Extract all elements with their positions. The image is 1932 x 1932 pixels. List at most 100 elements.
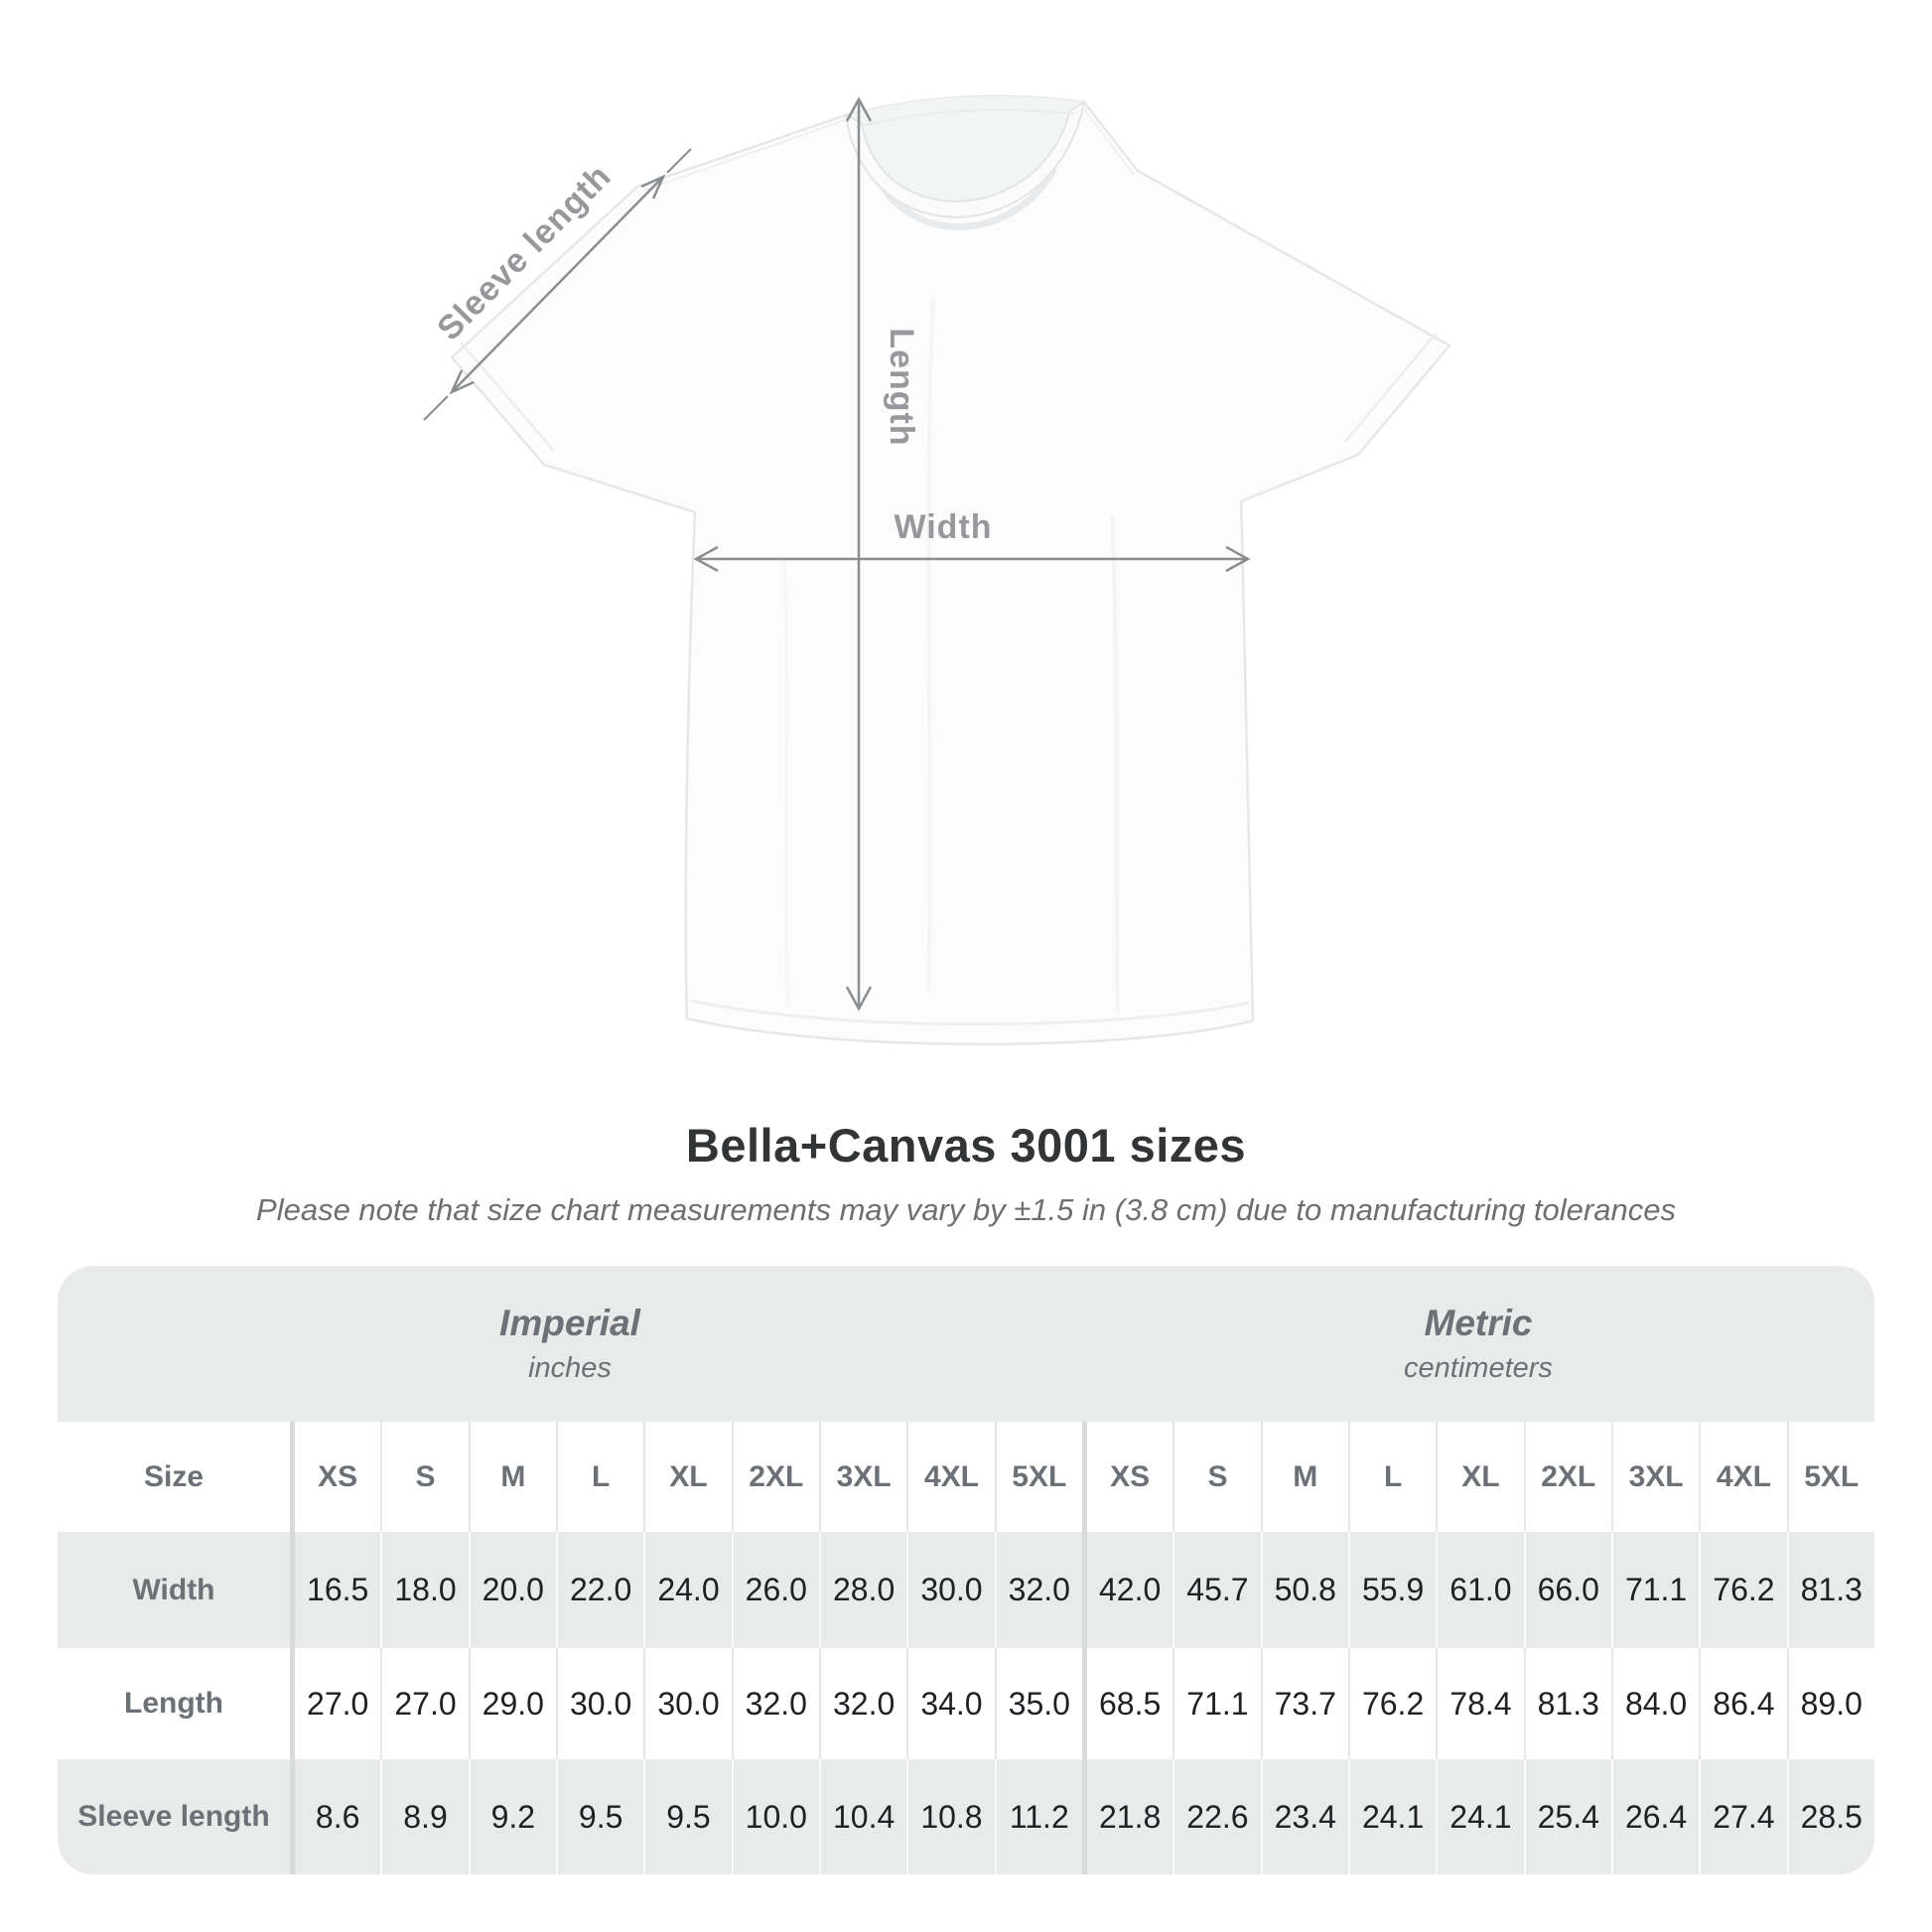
length-label: Length xyxy=(883,328,920,446)
value-cell: 24.0 xyxy=(657,1572,720,1607)
column-separator xyxy=(1436,1422,1439,1532)
collar-back-seam xyxy=(855,108,1075,129)
length-arrow xyxy=(845,96,873,1012)
value-cell: 30.0 xyxy=(920,1572,983,1607)
value-cell: 76.2 xyxy=(1361,1685,1425,1722)
value-cell: 27.0 xyxy=(394,1685,457,1722)
row-label: Sleeve length xyxy=(77,1800,270,1833)
fold-line xyxy=(1110,515,1120,1014)
column-separator xyxy=(1173,1532,1175,1648)
width-arrow xyxy=(693,545,1251,573)
column-separator xyxy=(994,1648,997,1759)
column-separator xyxy=(468,1532,471,1648)
value-cell: 26.0 xyxy=(745,1572,807,1607)
value-cell: 32.0 xyxy=(832,1685,896,1722)
column-divider xyxy=(1081,1648,1087,1759)
value-cell: 9.2 xyxy=(490,1798,536,1835)
size-column-header: 4XL xyxy=(923,1459,979,1493)
column-divider xyxy=(1081,1422,1087,1532)
size-column-header: 3XL xyxy=(836,1459,892,1493)
value-cell: 24.1 xyxy=(1449,1798,1512,1835)
value-cell: 10.4 xyxy=(832,1798,896,1835)
value-cell: 78.4 xyxy=(1449,1685,1512,1722)
size-column-header: L xyxy=(1383,1459,1403,1493)
sleeve-length-arrow xyxy=(423,148,692,421)
value-cell: 89.0 xyxy=(1800,1685,1863,1722)
width-label: Width xyxy=(894,508,992,546)
row-label: Length xyxy=(124,1687,223,1720)
value-cell: 30.0 xyxy=(657,1685,720,1722)
imperial-group-title: Imperial xyxy=(499,1303,640,1343)
row-label: Width xyxy=(132,1573,215,1606)
metric-group-unit: centimeters xyxy=(1404,1352,1553,1384)
column-separator xyxy=(1699,1648,1702,1759)
table-row: Width 16.5 18.0 20.0 22.0 24.0 26.0 28.0 30.0 32.… xyxy=(58,1532,1874,1648)
column-separator xyxy=(1260,1532,1263,1648)
value-cell: 32.0 xyxy=(745,1685,807,1722)
size-column-header: 5XL xyxy=(1012,1459,1067,1493)
column-separator xyxy=(1173,1422,1175,1532)
column-separator xyxy=(818,1532,821,1648)
value-cell: 20.0 xyxy=(482,1572,544,1607)
value-cell: 29.0 xyxy=(482,1685,544,1722)
fold-line xyxy=(926,297,935,994)
column-separator xyxy=(643,1648,646,1759)
column-divider xyxy=(290,1422,295,1532)
column-separator xyxy=(906,1648,909,1759)
column-separator xyxy=(818,1759,821,1874)
column-separator xyxy=(906,1422,909,1532)
imperial-group-unit: inches xyxy=(528,1352,612,1384)
fold-line xyxy=(782,555,790,1009)
value-cell: 27.0 xyxy=(307,1685,369,1722)
value-cell: 21.8 xyxy=(1098,1798,1162,1835)
column-separator xyxy=(555,1422,558,1532)
column-separator xyxy=(380,1648,383,1759)
column-separator xyxy=(1699,1532,1702,1648)
column-separator xyxy=(1347,1532,1350,1648)
size-column-header: M xyxy=(500,1459,526,1493)
value-cell: 84.0 xyxy=(1624,1685,1688,1722)
value-cell: 50.8 xyxy=(1274,1572,1336,1607)
collar-opening xyxy=(846,95,1084,202)
size-column-header: 4XL xyxy=(1716,1459,1771,1493)
value-cell: 26.4 xyxy=(1624,1798,1688,1835)
column-divider xyxy=(1081,1759,1087,1874)
column-separator xyxy=(1699,1422,1702,1532)
metric-group-title: Metric xyxy=(1424,1303,1533,1343)
column-separator xyxy=(1260,1648,1263,1759)
value-cell: 8.9 xyxy=(403,1798,448,1835)
column-separator xyxy=(1347,1648,1350,1759)
column-separator xyxy=(731,1532,734,1648)
value-cell: 76.2 xyxy=(1713,1572,1775,1607)
column-divider xyxy=(1081,1532,1087,1648)
table-row: Size XS S M L XL 2XL 3XL 4XL 5XL XS S M L XL 2XL 3XL 4XL 5… xyxy=(58,1422,1874,1532)
value-cell: 42.0 xyxy=(1098,1572,1162,1607)
column-separator xyxy=(1260,1422,1263,1532)
size-column-header: 2XL xyxy=(1541,1459,1596,1493)
column-divider xyxy=(290,1759,295,1874)
column-separator xyxy=(555,1759,558,1874)
right-cuff-seam xyxy=(1343,333,1437,444)
column-separator xyxy=(1523,1422,1526,1532)
metric-group-header: Metric centimeters xyxy=(1082,1266,1874,1422)
column-separator xyxy=(731,1759,734,1874)
column-separator xyxy=(468,1648,471,1759)
column-separator xyxy=(1786,1422,1789,1532)
right-shoulder-seam xyxy=(1081,105,1135,176)
column-separator xyxy=(1786,1648,1789,1759)
column-separator xyxy=(1610,1422,1613,1532)
column-separator xyxy=(643,1759,646,1874)
value-cell: 71.1 xyxy=(1624,1572,1688,1607)
value-cell: 30.0 xyxy=(570,1685,632,1722)
value-cell: 22.0 xyxy=(570,1572,632,1607)
column-separator xyxy=(1610,1759,1613,1874)
collar-band xyxy=(844,100,1086,218)
column-separator xyxy=(1610,1532,1613,1648)
column-separator xyxy=(555,1532,558,1648)
size-column-header: XS xyxy=(1110,1459,1151,1493)
size-column-header: S xyxy=(1207,1459,1228,1493)
size-column-header: 2XL xyxy=(749,1459,804,1493)
size-table: Imperial inches Metric centimeters Size X… xyxy=(58,1266,1874,1874)
value-cell: 16.5 xyxy=(307,1572,369,1607)
value-cell: 45.7 xyxy=(1186,1572,1249,1607)
